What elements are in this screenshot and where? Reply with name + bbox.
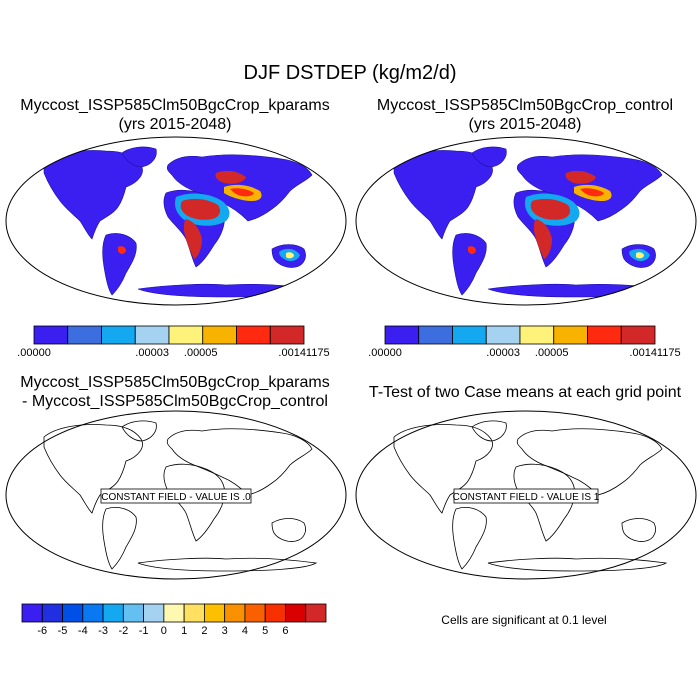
cbar-tr-cell-5 xyxy=(553,325,588,345)
panel-2-title-line2: (yrs 2015-2048) xyxy=(468,116,582,133)
panel-3-title-line2: - Myccost_ISSP585Clm50BgcCrop_control xyxy=(22,393,328,410)
cbar-diff-label-11: 5 xyxy=(262,625,268,637)
figure-title: DJF DSTDEP (kg/m2/d) xyxy=(243,62,457,84)
cbar-tr-label-1: .00003 xyxy=(486,347,520,359)
cbar-tr-label-3: .00141175 xyxy=(629,347,680,359)
panel-1-title: Myccost_ISSP585Clm50BgcCrop_kparams (yrs… xyxy=(0,96,350,134)
cbar-diff-cell-13 xyxy=(285,603,307,623)
cbar-diff-label-6: 0 xyxy=(161,625,167,637)
cbar-tl-cell-0 xyxy=(33,325,69,345)
cbar-diff-cell-1 xyxy=(41,603,63,623)
cbar-diff-label-0: -6 xyxy=(37,625,47,637)
panel-3-title: Myccost_ISSP585Clm50BgcCrop_kparams - My… xyxy=(0,373,350,411)
cbar-diff-label-4: -2 xyxy=(118,625,128,637)
cbar-diff-cell-12 xyxy=(264,603,286,623)
map-panel-2-border xyxy=(355,136,697,306)
panel-4-field-box: CONSTANT FIELD - VALUE IS 1 xyxy=(453,488,600,504)
map-panel-1-border xyxy=(5,136,347,306)
cbar-diff-cell-4 xyxy=(102,603,124,623)
panel-3-field-box: CONSTANT FIELD - VALUE IS .0 xyxy=(100,488,252,504)
cbar-diff-cell-3 xyxy=(82,603,104,623)
cbar-tl-cell-5 xyxy=(202,325,237,345)
cbar-tl-label-3: .00141175 xyxy=(278,347,329,359)
colorbar-panel-2: .00000 .00003 .00005 .00141175 xyxy=(368,325,681,359)
cbar-tr-cell-4 xyxy=(519,325,555,345)
cbar-tr-label-2: .00005 xyxy=(535,347,569,359)
panel-3-field-label: CONSTANT FIELD - VALUE IS .0 xyxy=(101,492,251,503)
cbar-diff-cell-6 xyxy=(143,603,165,623)
cbar-tr-cell-0 xyxy=(384,325,420,345)
cbar-diff-label-1: -5 xyxy=(58,625,68,637)
panel-1-title-line2: (yrs 2015-2048) xyxy=(118,116,232,133)
cbar-diff-cell-14 xyxy=(305,603,327,623)
cbar-diff-cell-5 xyxy=(122,603,145,623)
cbar-diff-cell-0 xyxy=(21,603,43,623)
cbar-tr-cell-6 xyxy=(587,325,622,345)
cbar-diff-label-2: -4 xyxy=(78,625,88,637)
cbar-tl-cell-4 xyxy=(168,325,204,345)
cbar-diff-cell-8 xyxy=(183,603,205,623)
cbar-tr-cell-1 xyxy=(418,325,453,345)
panel-4-title: T-Test of two Case means at each grid po… xyxy=(350,383,700,402)
cbar-tr-cell-3 xyxy=(485,325,521,345)
cbar-tr-cell-2 xyxy=(452,325,487,345)
cbar-tl-label-1: .00003 xyxy=(135,347,169,359)
cbar-diff-label-5: -1 xyxy=(139,625,149,637)
cbar-diff-label-3: -3 xyxy=(98,625,108,637)
cbar-tl-cell-3 xyxy=(134,325,170,345)
significance-note: Cells are significant at 0.1 level xyxy=(441,613,606,627)
panel-2-title-line1: Myccost_ISSP585Clm50BgcCrop_control xyxy=(376,97,674,114)
cbar-tr-cell-7 xyxy=(620,325,656,345)
cbar-diff-label-9: 3 xyxy=(222,625,228,637)
cbar-tl-cell-7 xyxy=(269,325,305,345)
cbar-tl-cell-6 xyxy=(236,325,271,345)
cbar-diff-label-10: 4 xyxy=(242,625,248,637)
colorbar-diff: -6 -5 -4 -3 -2 -1 0 1 2 3 4 5 6 xyxy=(21,603,327,637)
panel-2-title: Myccost_ISSP585Clm50BgcCrop_control (yrs… xyxy=(350,96,700,134)
cbar-diff-cell-11 xyxy=(244,603,266,623)
cbar-diff-cell-2 xyxy=(62,603,84,623)
cbar-diff-cell-7 xyxy=(163,603,185,623)
cbar-tr-label-0: .00000 xyxy=(368,347,402,359)
cbar-diff-label-7: 1 xyxy=(181,625,187,637)
cbar-diff-label-12: 6 xyxy=(282,625,288,637)
map-panel-2 xyxy=(356,137,696,305)
cbar-diff-cell-10 xyxy=(224,603,246,623)
cbar-diff-label-8: 2 xyxy=(201,625,207,637)
panel-1-title-line1: Myccost_ISSP585Clm50BgcCrop_kparams xyxy=(20,97,330,114)
panel-4-field-label: CONSTANT FIELD - VALUE IS 1 xyxy=(453,492,600,503)
panel-3-title-line1: Myccost_ISSP585Clm50BgcCrop_kparams xyxy=(20,374,330,391)
cbar-tl-cell-2 xyxy=(101,325,136,345)
map-panel-1 xyxy=(6,137,346,305)
panel-4-title-line1: T-Test of two Case means at each grid po… xyxy=(368,384,682,401)
cbar-tl-label-2: .00005 xyxy=(184,347,218,359)
cbar-tl-cell-1 xyxy=(67,325,102,345)
colorbar-panel-1: .00000 .00003 .00005 .00141175 xyxy=(17,325,330,359)
cbar-tl-label-0: .00000 xyxy=(17,347,51,359)
cbar-diff-cell-9 xyxy=(203,603,226,623)
